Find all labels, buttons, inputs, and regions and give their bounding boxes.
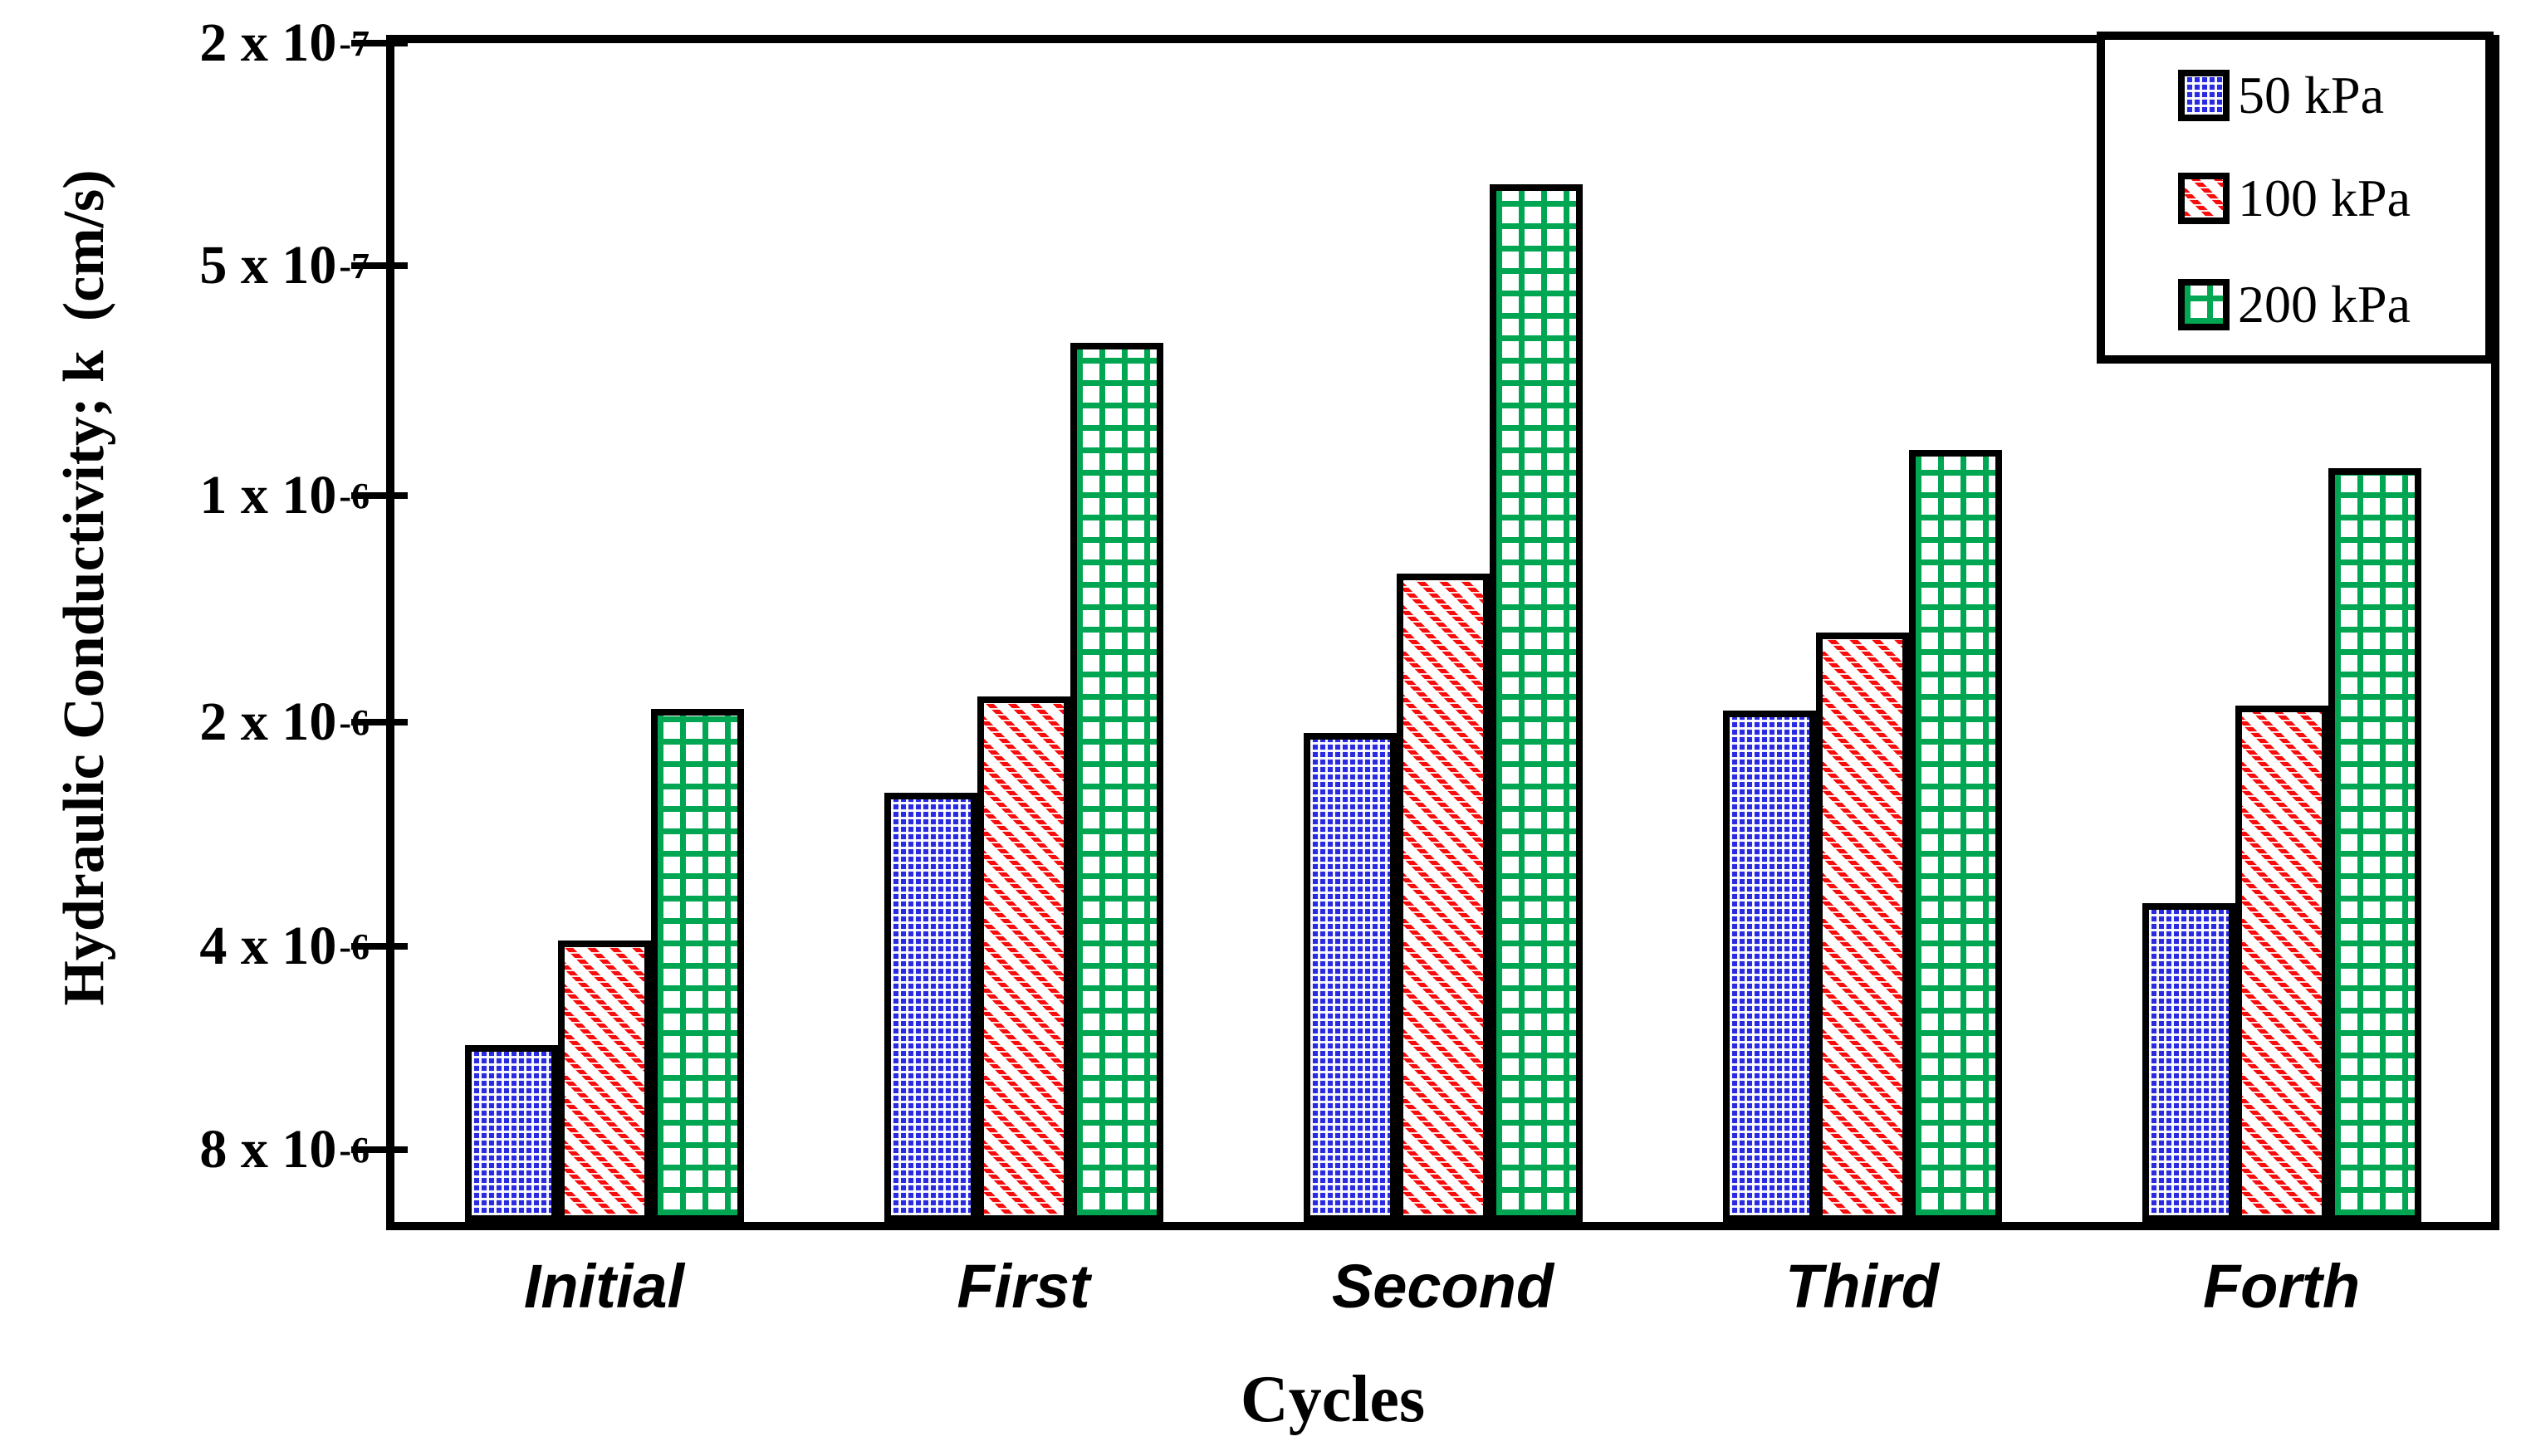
y-tick-label: 2 x 10-7 <box>199 12 370 73</box>
bar-initial-200kpa <box>650 708 744 1222</box>
legend-swatch-blue-checker-icon <box>2178 70 2230 121</box>
legend-item-50kpa: 50 kPa <box>2178 61 2384 130</box>
y-axis-tick <box>351 40 408 46</box>
y-tick-label: 1 x 10-6 <box>199 465 370 526</box>
x-axis-label: Second <box>1331 1252 1554 1321</box>
bar-second-50kpa <box>1303 733 1397 1222</box>
y-axis-tick <box>351 942 408 950</box>
y-tick-label: 5 x 10-7 <box>199 235 370 296</box>
bar-second-100kpa <box>1396 574 1490 1222</box>
bar-forth-200kpa <box>2328 467 2421 1222</box>
bar-initial-50kpa <box>464 1044 558 1222</box>
y-axis-title: Hydraulic Conductivity; k (cm/s) <box>52 169 116 1006</box>
x-axis-label: Initial <box>523 1252 685 1321</box>
x-axis-label: First <box>957 1252 1090 1321</box>
legend-swatch-green-grid-icon <box>2178 279 2230 330</box>
bar-forth-50kpa <box>2142 902 2235 1222</box>
bar-first-50kpa <box>884 793 977 1222</box>
legend-item-100kpa: 100 kPa <box>2178 164 2411 233</box>
y-axis-tick <box>351 718 408 726</box>
legend-label: 200 kPa <box>2238 275 2411 334</box>
y-axis-tick <box>351 492 408 500</box>
legend-label: 100 kPa <box>2238 169 2411 227</box>
bar-forth-100kpa <box>2235 705 2328 1222</box>
bar-third-100kpa <box>1815 632 1909 1222</box>
bar-third-50kpa <box>1722 710 1816 1222</box>
legend-label: 50 kPa <box>2238 66 2384 125</box>
x-axis-label: Forth <box>2202 1252 2361 1321</box>
legend-swatch-red-diagonal-icon <box>2178 173 2230 224</box>
bar-second-200kpa <box>1489 183 1583 1222</box>
bar-first-200kpa <box>1070 342 1163 1222</box>
y-tick-label: 4 x 10-6 <box>199 915 370 976</box>
bar-initial-100kpa <box>557 940 651 1222</box>
y-tick-label: 8 x 10-6 <box>199 1119 370 1180</box>
y-axis-tick <box>351 262 408 270</box>
bar-third-200kpa <box>1908 449 2002 1222</box>
x-axis-label: Third <box>1785 1252 1939 1321</box>
bar-first-100kpa <box>977 696 1070 1222</box>
y-axis-tick <box>351 1146 408 1154</box>
legend-box: 50 kPa 100 kPa 200 kPa <box>2097 32 2494 364</box>
x-axis-title: Cycles <box>1240 1363 1426 1436</box>
y-tick-label: 2 x 10-6 <box>199 691 370 752</box>
legend-item-200kpa: 200 kPa <box>2178 270 2411 340</box>
